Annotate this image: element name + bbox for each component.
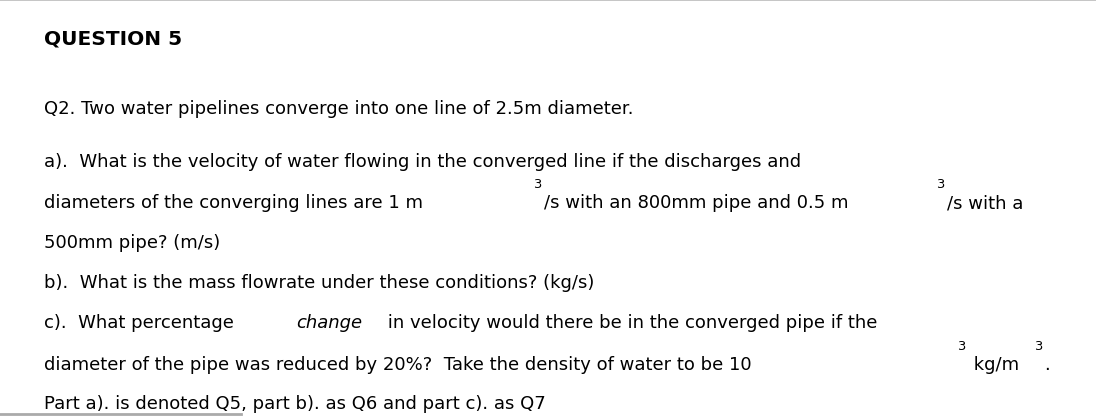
Text: kg/m: kg/m (968, 356, 1018, 374)
Text: .: . (1044, 356, 1050, 374)
Text: 500mm pipe? (m/s): 500mm pipe? (m/s) (44, 234, 220, 252)
Text: Q2. Two water pipelines converge into one line of 2.5m diameter.: Q2. Two water pipelines converge into on… (44, 100, 633, 118)
Text: change: change (296, 314, 363, 332)
Text: diameters of the converging lines are 1 m: diameters of the converging lines are 1 … (44, 194, 423, 212)
Text: diameter of the pipe was reduced by 20%?  Take the density of water to be 10: diameter of the pipe was reduced by 20%?… (44, 356, 752, 374)
Text: Part a). is denoted Q5, part b). as Q6 and part c). as Q7: Part a). is denoted Q5, part b). as Q6 a… (44, 395, 546, 413)
Text: a).  What is the velocity of water flowing in the converged line if the discharg: a). What is the velocity of water flowin… (44, 153, 801, 171)
Text: c).  What percentage: c). What percentage (44, 314, 239, 332)
Text: 3: 3 (957, 340, 966, 353)
Text: /s with a: /s with a (947, 194, 1024, 212)
Text: b).  What is the mass flowrate under these conditions? (kg/s): b). What is the mass flowrate under thes… (44, 274, 594, 292)
Text: 3: 3 (1034, 340, 1042, 353)
Text: in velocity would there be in the converged pipe if the: in velocity would there be in the conver… (381, 314, 877, 332)
Text: /s with an 800mm pipe and 0.5 m: /s with an 800mm pipe and 0.5 m (544, 194, 848, 212)
Text: 3: 3 (936, 178, 945, 191)
Text: QUESTION 5: QUESTION 5 (44, 29, 182, 48)
Text: 3: 3 (533, 178, 541, 191)
